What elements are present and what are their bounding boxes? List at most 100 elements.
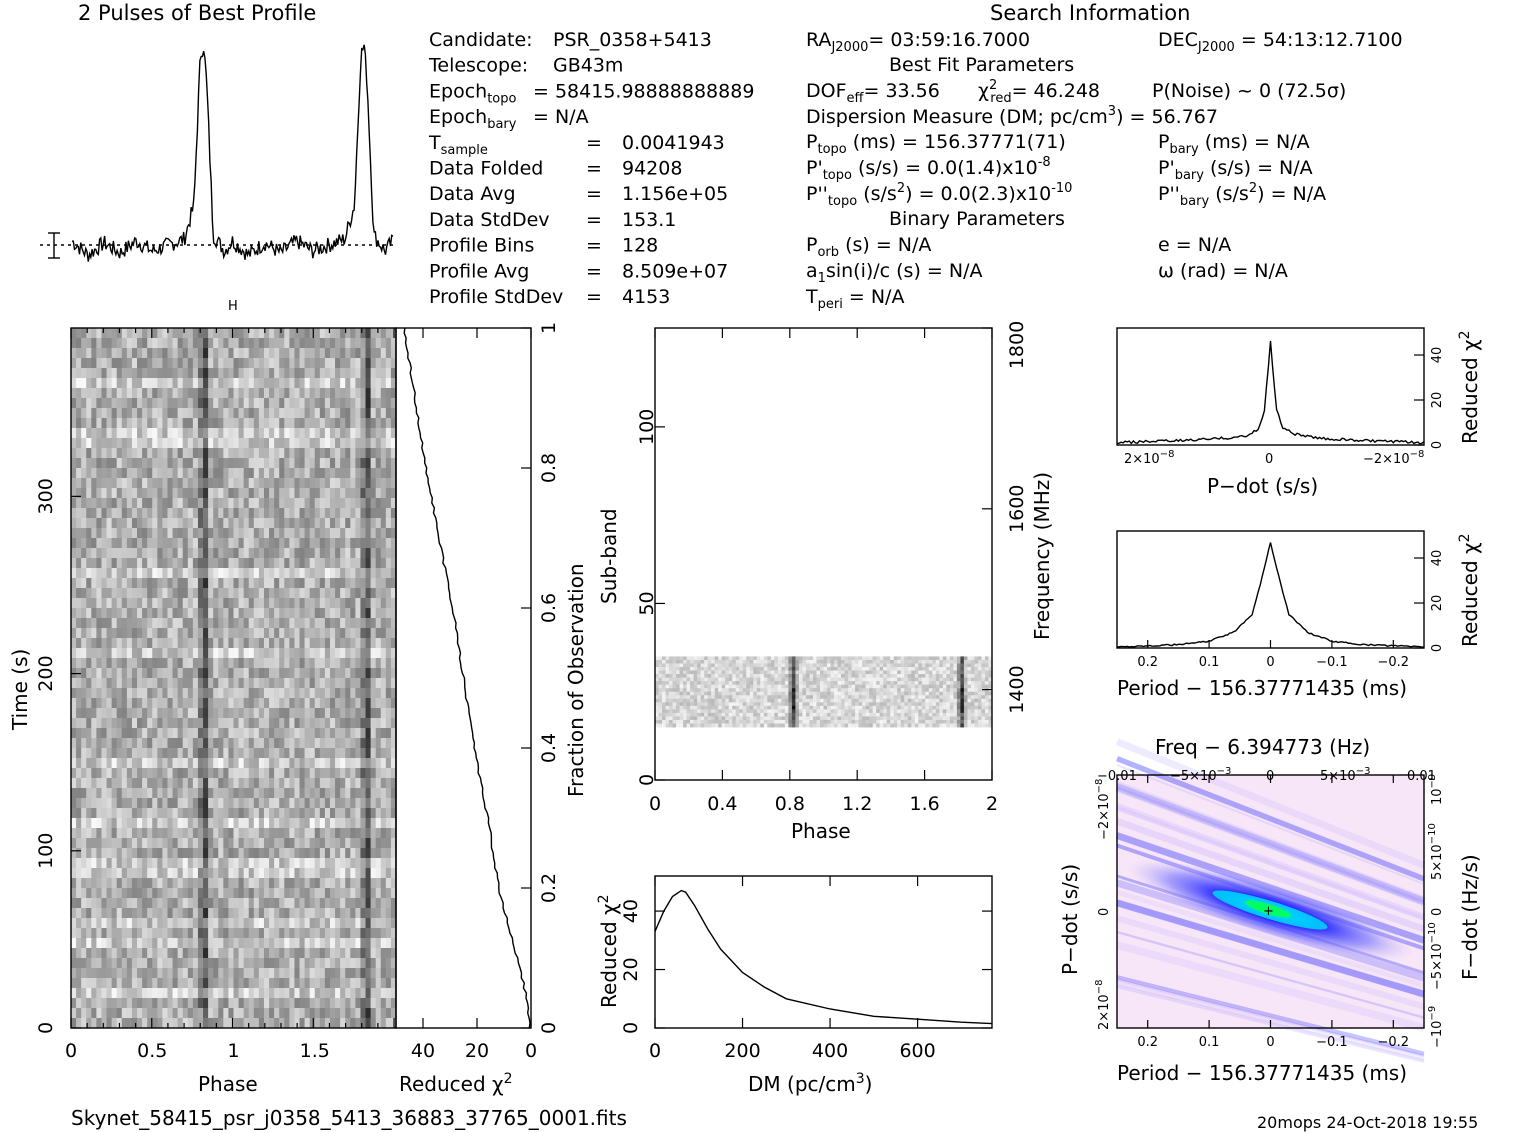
- profile-plot: [40, 44, 395, 262]
- dm-plot: 0 200 400 600 0 20 40 DM (pc/cm3) Reduced χ2: [596, 875, 993, 1096]
- period-xtick: −0.2: [1378, 655, 1410, 670]
- info-left-value: 0.0041943: [622, 132, 725, 154]
- info-left-label: Profile Avg: [429, 260, 529, 282]
- svg-text:Pbary (ms) = N/A: Pbary (ms) = N/A: [1158, 131, 1310, 157]
- svg-text:P''topo (s/s2) = 0.0(2.3)x10-1: P''topo (s/s2) = 0.0(2.3)x10-10: [806, 181, 1072, 209]
- info-left-value: = N/A: [533, 106, 589, 128]
- dm-xlabel: DM (pc/cm3): [748, 1071, 872, 1096]
- info-left-value: 8.509e+07: [622, 260, 728, 282]
- tp-ytick: 100: [35, 833, 57, 869]
- cf-xtick: 20: [465, 1040, 489, 1062]
- a1-value: sin(i)/c (s) = N/A: [826, 260, 983, 282]
- tp-xtick: 0.5: [137, 1040, 167, 1062]
- sb-ytick: 100: [636, 409, 658, 445]
- sb-xlabel: Phase: [791, 819, 851, 843]
- period-ytick: 0: [1430, 644, 1445, 652]
- info-left-value: 4153: [622, 286, 670, 308]
- dm-xtick: 200: [724, 1040, 760, 1062]
- pdot-ytick: 20: [1430, 392, 1445, 409]
- cf-ytick: 0.2: [538, 873, 560, 903]
- info-left-label: Data StdDev: [429, 209, 550, 231]
- ppdot-ylabel: P−dot (s/s): [1058, 864, 1082, 975]
- cf-ytick: 0.4: [538, 733, 560, 763]
- svg-text:RAJ2000= 03:59:16.7000: RAJ2000= 03:59:16.7000: [806, 29, 1030, 55]
- period-line: [1116, 542, 1425, 648]
- info-left-eq: =: [586, 183, 602, 205]
- tp-xtick: 1: [227, 1040, 239, 1062]
- dm-xtick: 0: [649, 1040, 661, 1062]
- pdot-ytick: 40: [1430, 347, 1445, 364]
- ptopo-value: (ms) = 156.37771(71): [853, 131, 1066, 153]
- footer-filename: Skynet_58415_psr_j0358_5413_36883_37765_…: [71, 1106, 627, 1130]
- subband-heatmap: [655, 656, 993, 728]
- profile-title: 2 Pulses of Best Profile: [78, 1, 316, 25]
- sb-ylabel: Sub-band: [597, 508, 621, 604]
- tp-xtick: 1.5: [300, 1040, 330, 1062]
- info-left-label: Data Avg: [429, 183, 516, 205]
- tp-ylabel: Time (s): [8, 649, 32, 731]
- pnoise-value: P(Noise) ~ 0 (72.5σ): [1152, 80, 1346, 102]
- ppdot-xtick: −0.2: [1378, 1035, 1410, 1050]
- sb-xtick: 0: [649, 793, 661, 815]
- sb-y2tick: 1600: [1006, 485, 1028, 533]
- dm-ytick: 20: [620, 957, 642, 981]
- period-plot: 0.2 0.1 0 −0.1 −0.2 0 20 40 Period − 156.37771…: [1116, 530, 1482, 700]
- info-left-value: 1.156e+05: [622, 183, 728, 205]
- sb-y2tick: 1400: [1006, 665, 1028, 713]
- pdtopo-value: (s/s) = 0.0(1.4)x10: [858, 157, 1038, 179]
- tp-ytick: 300: [35, 478, 57, 514]
- info-left-label: Profile StdDev: [429, 286, 563, 308]
- sb-ytick: 0: [636, 774, 658, 786]
- info-left-value: 128: [622, 235, 658, 257]
- pdot-ylabel: Reduced χ2: [1457, 330, 1482, 444]
- ppdot-y2label: F−dot (Hz/s): [1458, 854, 1482, 980]
- info-left-label: Candidate:: [429, 29, 533, 51]
- info-left-column: Candidate: PSR_0358+5413 Telescope: GB43m Ep…: [428, 29, 754, 308]
- tp-ytick: 0: [35, 1022, 57, 1034]
- binary-title: Binary Parameters: [889, 208, 1065, 230]
- info-left-label: Telescope:: [428, 55, 528, 77]
- ppdot-plane: + Freq − 6.394773 (Hz) −0.01 −5×10−3 0 5…: [1058, 735, 1482, 1085]
- svg-text:Ptopo (ms) = 156.37771(71): Ptopo (ms) = 156.37771(71): [806, 131, 1066, 157]
- tp-ytick: 200: [35, 655, 57, 691]
- sb-xtick: 1.2: [842, 793, 872, 815]
- info-left-value: = 58415.98888888889: [533, 80, 754, 102]
- profile-line: [71, 44, 394, 262]
- tperi-value: = N/A: [849, 286, 905, 308]
- dm-value: ) = 56.767: [1116, 106, 1218, 128]
- cf-ylabel: Fraction of Observation: [564, 563, 588, 797]
- period-xtick: −0.1: [1316, 655, 1348, 670]
- pbary-value: (ms) = N/A: [1205, 131, 1310, 153]
- svg-text:Porb (s) = N/A: Porb (s) = N/A: [806, 234, 931, 260]
- dec-value: = 54:13:12.7100: [1241, 29, 1403, 51]
- ecc-value: e = N/A: [1158, 234, 1231, 256]
- ppdot-xtick: 0.2: [1137, 1035, 1158, 1050]
- info-left-label: Epochbary: [429, 106, 517, 132]
- chi2-fraction-line: [403, 327, 531, 1029]
- svg-text:Tperi = N/A: Tperi = N/A: [805, 286, 904, 312]
- ppdot-xtick: −0.1: [1316, 1035, 1348, 1050]
- time-phase-heatmap: [71, 328, 397, 1029]
- sb-y2label: Frequency (MHz): [1030, 472, 1054, 640]
- ppdot-title: Freq − 6.394773 (Hz): [1155, 735, 1370, 759]
- cf-ytick: 0: [538, 1022, 560, 1034]
- info-right-column: DECJ2000 = 54:13:12.7100 Pbary (ms) = N/…: [1158, 29, 1403, 282]
- pdot-xlabel: P−dot (s/s): [1207, 474, 1318, 498]
- dm-line: [654, 889, 993, 1025]
- sb-xtick: 2: [986, 793, 998, 815]
- cf-xtick: 40: [411, 1040, 435, 1062]
- info-left-label: Tsample: [428, 132, 488, 158]
- cf-ytick: 1: [538, 322, 560, 334]
- svg-text:Dispersion Measure (DM; pc/cm3: Dispersion Measure (DM; pc/cm3) = 56.767: [806, 104, 1218, 128]
- ppdot-xtick: 0.1: [1199, 1035, 1220, 1050]
- ppdot-xlabel: Period − 156.37771435 (ms): [1117, 1061, 1407, 1085]
- subband-plot: 0 0.4 0.8 1.2 1.6 2 0 50 100 1400 1600 1800 Phase…: [597, 321, 1054, 843]
- ra-value: = 03:59:16.7000: [868, 29, 1030, 51]
- sb-xtick: 1.6: [909, 793, 939, 815]
- period-xtick: 0.1: [1199, 655, 1220, 670]
- cf-ytick: 0.8: [538, 453, 560, 483]
- sb-xtick: 0.8: [775, 793, 805, 815]
- info-left-eq: =: [586, 132, 602, 154]
- time-phase-plot: H 0 0.5 1 1.5 0 100 200 300 Phase Time (s): [8, 299, 397, 1096]
